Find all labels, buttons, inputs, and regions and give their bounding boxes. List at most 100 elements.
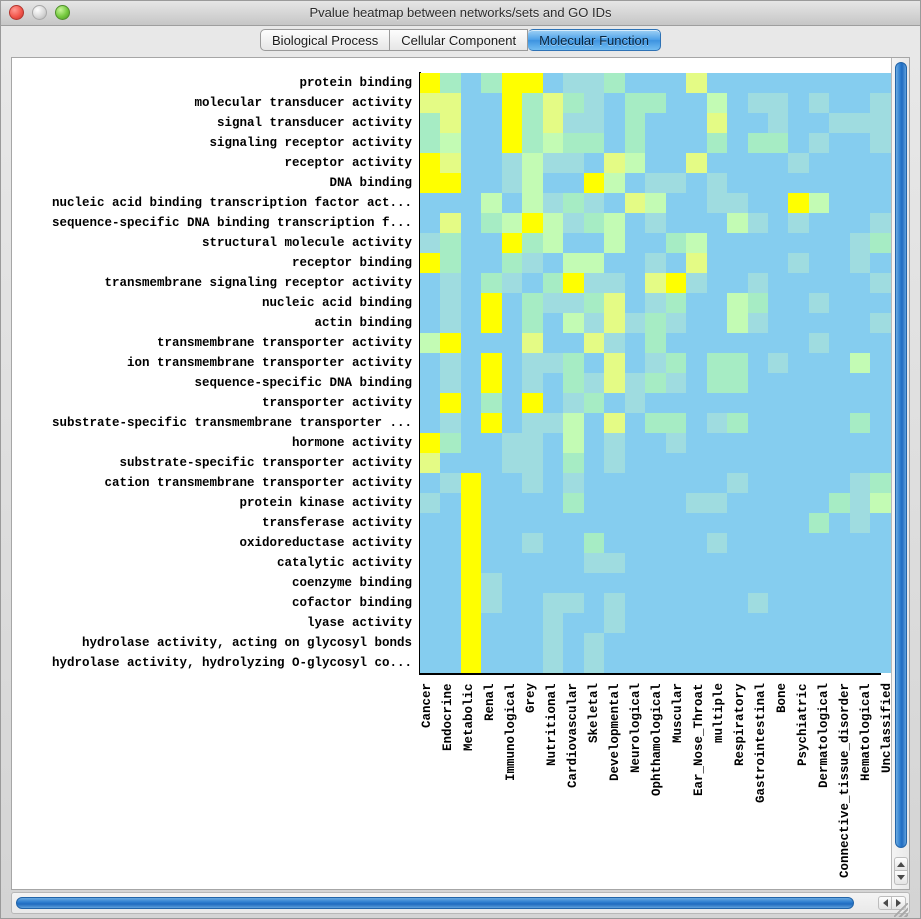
heatmap-cell[interactable] (624, 573, 646, 593)
heatmap-cell[interactable] (420, 373, 441, 393)
heatmap-cell[interactable] (767, 473, 789, 493)
heatmap-cell[interactable] (767, 553, 789, 573)
heatmap-cell[interactable] (767, 533, 789, 553)
heatmap-cell[interactable] (563, 333, 584, 353)
heatmap-cell[interactable] (686, 93, 707, 113)
heatmap-cell[interactable] (624, 633, 646, 653)
heatmap-cell[interactable] (706, 573, 728, 593)
heatmap-cell[interactable] (583, 393, 605, 413)
heatmap-cell[interactable] (420, 533, 441, 553)
heatmap-cell[interactable] (849, 633, 871, 653)
heatmap-cell[interactable] (808, 613, 830, 633)
heatmap-cell[interactable] (706, 353, 728, 373)
heatmap-cell[interactable] (583, 533, 605, 553)
heatmap-cell[interactable] (767, 633, 789, 653)
heatmap-cell[interactable] (665, 613, 687, 633)
heatmap-cell[interactable] (849, 553, 871, 573)
heatmap-cell[interactable] (583, 513, 605, 533)
heatmap-cell[interactable] (583, 113, 605, 133)
heatmap-cell[interactable] (604, 493, 625, 513)
heatmap-cell[interactable] (788, 613, 809, 633)
heatmap-cell[interactable] (849, 493, 871, 513)
heatmap-cell[interactable] (563, 313, 584, 333)
heatmap-cell[interactable] (829, 133, 850, 153)
heatmap-cell[interactable] (706, 253, 728, 273)
heatmap-cell[interactable] (501, 353, 523, 373)
heatmap-cell[interactable] (808, 333, 830, 353)
heatmap-cell[interactable] (747, 633, 768, 653)
heatmap-cell[interactable] (706, 513, 728, 533)
heatmap-cell[interactable] (501, 253, 523, 273)
heatmap-cell[interactable] (645, 213, 666, 233)
heatmap-cell[interactable] (604, 553, 625, 573)
heatmap-cell[interactable] (665, 633, 687, 653)
heatmap-cell[interactable] (542, 413, 564, 433)
heatmap-cell[interactable] (808, 73, 830, 93)
heatmap-cell[interactable] (624, 433, 646, 453)
heatmap-cell[interactable] (870, 253, 891, 273)
heatmap-cell[interactable] (727, 393, 748, 413)
heatmap-cell[interactable] (440, 433, 461, 453)
heatmap-cell[interactable] (870, 273, 891, 293)
heatmap-cell[interactable] (481, 273, 502, 293)
heatmap-cell[interactable] (420, 453, 441, 473)
heatmap-cell[interactable] (665, 513, 687, 533)
heatmap-cell[interactable] (849, 393, 871, 413)
heatmap-cell[interactable] (583, 353, 605, 373)
heatmap-cell[interactable] (583, 153, 605, 173)
heatmap-cell[interactable] (420, 353, 441, 373)
heatmap-cell[interactable] (829, 293, 850, 313)
heatmap-cell[interactable] (727, 453, 748, 473)
heatmap-cell[interactable] (788, 493, 809, 513)
heatmap-cell[interactable] (440, 173, 461, 193)
heatmap-cell[interactable] (542, 453, 564, 473)
heatmap-cell[interactable] (542, 393, 564, 413)
heatmap-cell[interactable] (440, 593, 461, 613)
heatmap-cell[interactable] (686, 453, 707, 473)
heatmap-cell[interactable] (542, 333, 564, 353)
heatmap-cell[interactable] (849, 473, 871, 493)
heatmap-cell[interactable] (501, 493, 523, 513)
heatmap-cell[interactable] (747, 93, 768, 113)
heatmap-cell[interactable] (747, 293, 768, 313)
heatmap-cell[interactable] (808, 313, 830, 333)
heatmap-cell[interactable] (583, 613, 605, 633)
tab-molecular-function[interactable]: Molecular Function (528, 29, 661, 51)
heatmap-cell[interactable] (727, 253, 748, 273)
heatmap-cell[interactable] (767, 93, 789, 113)
heatmap-cell[interactable] (460, 133, 482, 153)
heatmap-cell[interactable] (542, 113, 564, 133)
heatmap-cell[interactable] (849, 293, 871, 313)
heatmap-cell[interactable] (420, 393, 441, 413)
heatmap-cell[interactable] (604, 413, 625, 433)
heatmap-cell[interactable] (604, 133, 625, 153)
heatmap-cell[interactable] (747, 393, 768, 413)
heatmap-cell[interactable] (747, 133, 768, 153)
heatmap-cell[interactable] (583, 333, 605, 353)
heatmap-cell[interactable] (870, 613, 891, 633)
heatmap-cell[interactable] (542, 513, 564, 533)
heatmap-cell[interactable] (440, 333, 461, 353)
heatmap-cell[interactable] (686, 573, 707, 593)
heatmap-cell[interactable] (727, 313, 748, 333)
heatmap-cell[interactable] (481, 113, 502, 133)
heatmap-cell[interactable] (665, 133, 687, 153)
heatmap-cell[interactable] (665, 293, 687, 313)
heatmap-cell[interactable] (665, 233, 687, 253)
heatmap-cell[interactable] (501, 653, 523, 673)
heatmap-cell[interactable] (604, 73, 625, 93)
heatmap-cell[interactable] (727, 633, 748, 653)
heatmap-cell[interactable] (420, 73, 441, 93)
heatmap-cell[interactable] (440, 453, 461, 473)
scroll-left-arrow[interactable] (878, 896, 892, 910)
heatmap-cell[interactable] (665, 573, 687, 593)
heatmap-cell[interactable] (481, 533, 502, 553)
heatmap-cell[interactable] (706, 653, 728, 673)
heatmap-cell[interactable] (788, 213, 809, 233)
heatmap-cell[interactable] (440, 353, 461, 373)
heatmap-cell[interactable] (849, 233, 871, 253)
heatmap-cell[interactable] (788, 373, 809, 393)
heatmap-cell[interactable] (686, 373, 707, 393)
heatmap-cell[interactable] (481, 413, 502, 433)
heatmap-cell[interactable] (829, 573, 850, 593)
